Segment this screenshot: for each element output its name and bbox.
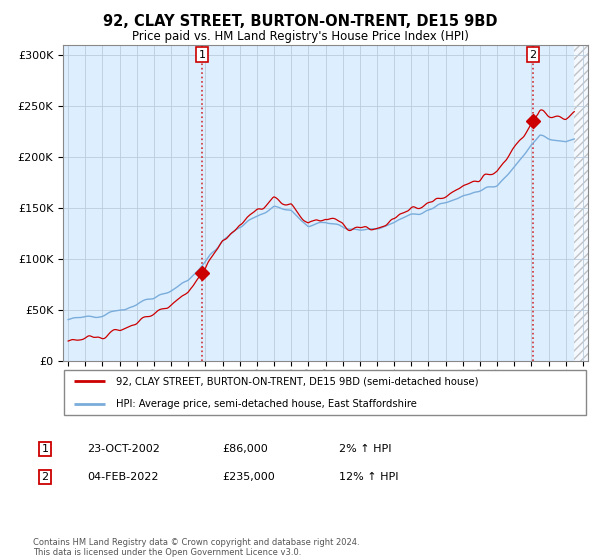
Text: Price paid vs. HM Land Registry's House Price Index (HPI): Price paid vs. HM Land Registry's House … <box>131 30 469 43</box>
Text: 04-FEB-2022: 04-FEB-2022 <box>87 472 158 482</box>
Text: 12% ↑ HPI: 12% ↑ HPI <box>339 472 398 482</box>
Text: 23-OCT-2002: 23-OCT-2002 <box>87 444 160 454</box>
Text: Contains HM Land Registry data © Crown copyright and database right 2024.
This d: Contains HM Land Registry data © Crown c… <box>33 538 359 557</box>
Text: 92, CLAY STREET, BURTON-ON-TRENT, DE15 9BD: 92, CLAY STREET, BURTON-ON-TRENT, DE15 9… <box>103 14 497 29</box>
Bar <box>574 45 588 361</box>
Text: 1: 1 <box>41 444 49 454</box>
Text: HPI: Average price, semi-detached house, East Staffordshire: HPI: Average price, semi-detached house,… <box>115 399 416 409</box>
Text: 1: 1 <box>199 49 206 59</box>
Text: 2: 2 <box>529 49 536 59</box>
FancyBboxPatch shape <box>64 370 586 415</box>
Text: 2% ↑ HPI: 2% ↑ HPI <box>339 444 391 454</box>
Text: 2: 2 <box>41 472 49 482</box>
Text: £235,000: £235,000 <box>222 472 275 482</box>
Text: 92, CLAY STREET, BURTON-ON-TRENT, DE15 9BD (semi-detached house): 92, CLAY STREET, BURTON-ON-TRENT, DE15 9… <box>115 376 478 386</box>
Text: £86,000: £86,000 <box>222 444 268 454</box>
